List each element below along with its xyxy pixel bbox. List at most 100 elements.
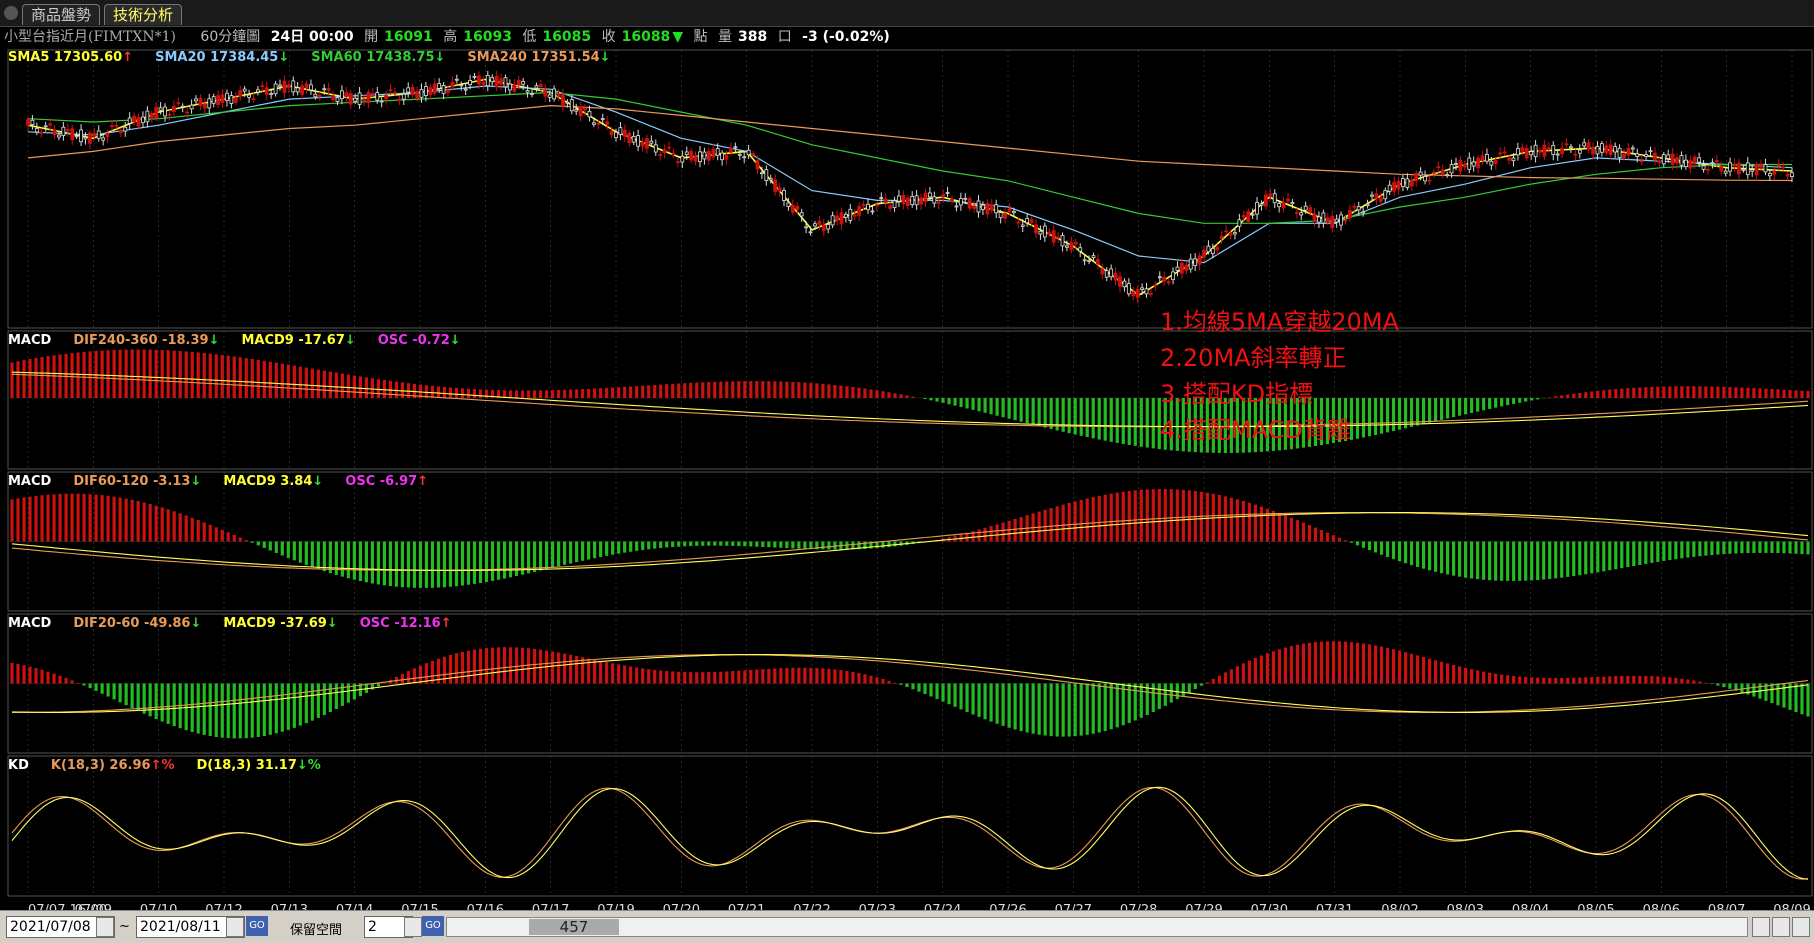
- candle-body: [1745, 162, 1750, 176]
- candle-body: [927, 192, 932, 198]
- candle-body: [1754, 164, 1759, 176]
- candle-body: [1449, 164, 1454, 174]
- candle-body: [1038, 230, 1043, 235]
- candle-body: [1502, 151, 1507, 154]
- macd-signal-line: [11, 654, 1809, 713]
- legend-arrow-icon: ↓: [344, 333, 356, 348]
- candle-body: [1365, 203, 1370, 207]
- candle-body: [1197, 255, 1202, 265]
- candle-body: [1573, 153, 1578, 156]
- end-date-input[interactable]: 2021/08/11: [136, 916, 245, 938]
- candle-body: [804, 226, 809, 229]
- candle-body: [658, 154, 663, 156]
- candle-body: [998, 212, 1003, 218]
- tab-technical[interactable]: 技術分析: [104, 4, 183, 25]
- candle-body: [667, 146, 671, 149]
- candle-body: [724, 155, 729, 160]
- candle-body: [1162, 276, 1167, 282]
- candle-body: [1666, 154, 1671, 159]
- tab-market[interactable]: 商品盤勢: [22, 4, 101, 25]
- candle-body: [1493, 160, 1498, 164]
- candle-body: [1007, 208, 1012, 213]
- candle-body: [415, 90, 419, 99]
- reserve-stepper-icon[interactable]: [404, 917, 422, 937]
- candle-body: [627, 132, 632, 144]
- reserve-space-input[interactable]: 2: [364, 916, 413, 938]
- candle-body: [1489, 160, 1494, 166]
- candle-body: [751, 153, 755, 156]
- candle-body: [1294, 212, 1299, 214]
- candle-body: [1608, 144, 1613, 156]
- legend-label: MACD: [8, 474, 52, 489]
- candle-body: [1529, 151, 1534, 156]
- start-date-dropdown-icon[interactable]: [96, 917, 114, 937]
- system-menu-icon[interactable]: [4, 6, 18, 20]
- low-label: 低: [522, 29, 537, 45]
- legend-label: MACD: [8, 616, 52, 631]
- candle-body: [1308, 207, 1313, 213]
- candle-body: [446, 89, 450, 93]
- candle-body: [1210, 248, 1215, 255]
- points-label: 點: [693, 29, 708, 45]
- reserve-go-button[interactable]: GO: [422, 916, 444, 936]
- candle-body: [1241, 215, 1246, 218]
- candle-body: [976, 200, 981, 213]
- x-tick-label: 07/29: [1185, 903, 1222, 910]
- legend-label: SMA60 17438.75: [311, 50, 435, 65]
- candle-body: [194, 98, 198, 102]
- candle-body: [154, 106, 159, 119]
- candle-body: [782, 189, 786, 201]
- candle-body: [729, 147, 733, 153]
- scrollbar-thumb[interactable]: 457: [529, 919, 619, 935]
- end-date-dropdown-icon[interactable]: [226, 917, 244, 937]
- candle-body: [1047, 232, 1052, 235]
- candle-body: [866, 203, 870, 211]
- candle-body: [229, 95, 234, 104]
- candle-body: [1149, 293, 1153, 295]
- legend-label: DIF60-120 -3.13: [73, 474, 191, 489]
- macd-signal-line: [11, 371, 1809, 428]
- scroll-right-icon[interactable]: [1752, 917, 1770, 937]
- zoom-icon[interactable]: [1772, 917, 1790, 937]
- candle-body: [1277, 203, 1282, 208]
- candle-body: [1095, 258, 1100, 265]
- candle-body: [848, 208, 853, 221]
- candle-body: [1312, 213, 1317, 222]
- start-date-input[interactable]: 2021/07/08: [6, 916, 115, 938]
- candle-body: [1551, 144, 1556, 155]
- candle-body: [110, 125, 114, 127]
- legend-label: D(18,3) 31.17: [196, 758, 297, 773]
- candle-body: [684, 151, 689, 156]
- candle-body: [830, 215, 835, 226]
- candle-body: [1246, 211, 1251, 222]
- candle-body: [26, 118, 30, 126]
- dif-line: [11, 512, 1809, 571]
- candle-body: [65, 128, 70, 132]
- candle-body: [843, 213, 848, 218]
- candle-body: [1281, 202, 1286, 209]
- candle-body: [1290, 202, 1295, 205]
- candle-body: [1179, 263, 1184, 274]
- x-tick-label: 08/09: [1773, 903, 1810, 910]
- candle-body: [640, 141, 645, 147]
- candle-body: [238, 90, 243, 97]
- candle-body: [1034, 224, 1038, 234]
- candle-body: [357, 92, 362, 105]
- candle-body: [1184, 264, 1189, 271]
- legend-entry: MACD: [8, 616, 51, 631]
- candle-body: [1515, 148, 1520, 156]
- legend-entry: K(18,3) 26.96↑%: [51, 758, 175, 773]
- candle-body: [742, 156, 747, 159]
- candle-body: [1228, 232, 1233, 236]
- candle-body: [428, 87, 433, 95]
- legend-entry: SMA60 17438.75↓: [311, 50, 445, 65]
- candle-body: [1374, 193, 1379, 200]
- candle-body: [565, 101, 570, 104]
- clock-icon[interactable]: [1792, 917, 1810, 937]
- date-go-button[interactable]: GO: [246, 916, 268, 936]
- chart-scrollbar[interactable]: 457: [446, 917, 1748, 937]
- legend-arrow-icon: ↓: [449, 333, 461, 348]
- candle-body: [1732, 163, 1737, 167]
- legend-entry: DIF240-360 -18.39↓: [73, 333, 219, 348]
- candle-body: [1263, 194, 1268, 207]
